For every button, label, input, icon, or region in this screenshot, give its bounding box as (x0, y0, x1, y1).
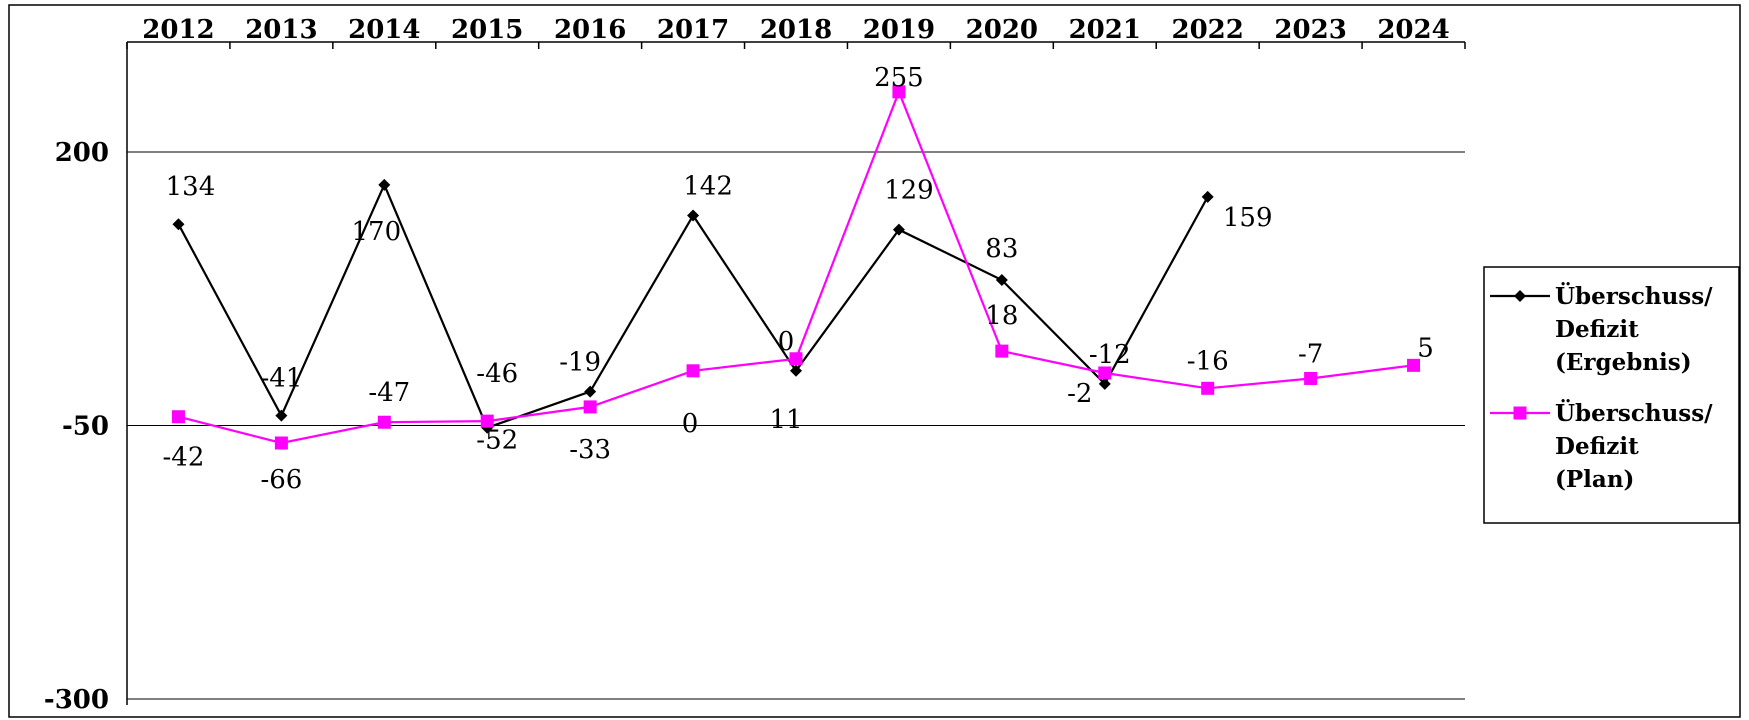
x-tick-label: 2015 (451, 15, 523, 45)
data-point (995, 273, 1008, 286)
legend-marker-2 (1513, 406, 1527, 420)
data-point (378, 178, 391, 191)
data-label: 134 (166, 172, 216, 202)
data-label: 0 (682, 409, 699, 439)
legend-label: Überschuss/ (1555, 399, 1713, 427)
data-point (1407, 358, 1421, 372)
data-point (1201, 381, 1215, 395)
axes: 200 -50 -300 2012 2013 2014 2015 2016 2017 2018 20… (44, 15, 1466, 715)
data-point (1098, 377, 1111, 390)
data-label: -16 (1187, 346, 1229, 376)
data-label: 255 (874, 63, 924, 93)
data-label: -47 (368, 378, 410, 408)
data-label: 170 (351, 217, 401, 247)
x-tick-label: 2018 (760, 15, 832, 45)
data-label: 11 (769, 405, 802, 435)
data-point (480, 414, 494, 428)
legend-box (1483, 266, 1740, 524)
grid (127, 151, 1465, 700)
y-tick-label: -300 (44, 685, 109, 715)
y-tick-label: 200 (55, 138, 109, 168)
data-point (274, 436, 288, 450)
data-label: -41 (260, 364, 302, 394)
legend-label: (Ergebnis) (1555, 349, 1692, 376)
x-tick-label: 2020 (966, 15, 1038, 45)
legend-label: Defizit (1555, 433, 1639, 460)
chart-border (8, 4, 1741, 718)
data-point (584, 385, 597, 398)
data-label: -12 (1089, 340, 1131, 370)
x-tick-label: 2024 (1377, 15, 1449, 45)
data-label: -7 (1298, 339, 1323, 369)
legend-label: Überschuss/ (1555, 282, 1713, 310)
data-label: -42 (163, 443, 205, 473)
x-tick-label: 2019 (863, 15, 935, 45)
data-point (790, 364, 802, 377)
data-label: -19 (559, 348, 601, 378)
legend-label: (Plan) (1555, 466, 1634, 493)
x-tick-label: 2016 (554, 15, 626, 45)
data-point (995, 344, 1009, 358)
legend: Überschuss/Defizit (Ergebnis) Überschuss/D… (1483, 266, 1740, 524)
x-tick-label: 2022 (1172, 15, 1244, 45)
x-tick-label: 2023 (1274, 15, 1346, 45)
x-tick-label: 2017 (657, 15, 729, 45)
data-label: 83 (985, 234, 1018, 264)
data-point (275, 409, 288, 422)
data-point (892, 223, 905, 236)
x-tick-label: 2021 (1069, 15, 1141, 45)
data-point (1098, 366, 1112, 380)
data-label: 129 (884, 176, 934, 206)
series-line-2 (178, 88, 1414, 445)
data-label: 142 (683, 171, 733, 201)
data-label: 5 (1417, 333, 1434, 363)
x-tick-label: 2013 (245, 15, 317, 45)
data-labels: 134 -41 170 -52 -19 142 0 129 83 -12 159 -42 -66 -47 -… (163, 63, 1434, 495)
legend-marker-1 (1514, 290, 1526, 302)
y-tick-label: -50 (62, 412, 109, 442)
x-tick-label: 2014 (348, 15, 420, 45)
data-point (686, 364, 700, 378)
data-point (172, 218, 185, 231)
data-point (583, 400, 597, 414)
data-point (1304, 371, 1318, 385)
data-label: -52 (476, 426, 518, 456)
data-label: 18 (985, 301, 1018, 331)
data-label: -66 (260, 465, 302, 495)
data-point (377, 415, 391, 429)
data-point (171, 410, 185, 424)
x-tick-label: 2012 (142, 15, 214, 45)
data-point (1201, 190, 1214, 203)
data-label: 159 (1223, 203, 1273, 233)
data-label: -33 (569, 435, 611, 465)
data-point (789, 352, 803, 366)
legend-label: Defizit (1555, 316, 1639, 343)
data-point (892, 85, 906, 99)
plot-area (171, 85, 1421, 450)
data-label: -2 (1067, 379, 1092, 409)
data-point (687, 209, 700, 222)
data-label: -46 (476, 359, 518, 389)
data-label: 0 (778, 327, 795, 357)
